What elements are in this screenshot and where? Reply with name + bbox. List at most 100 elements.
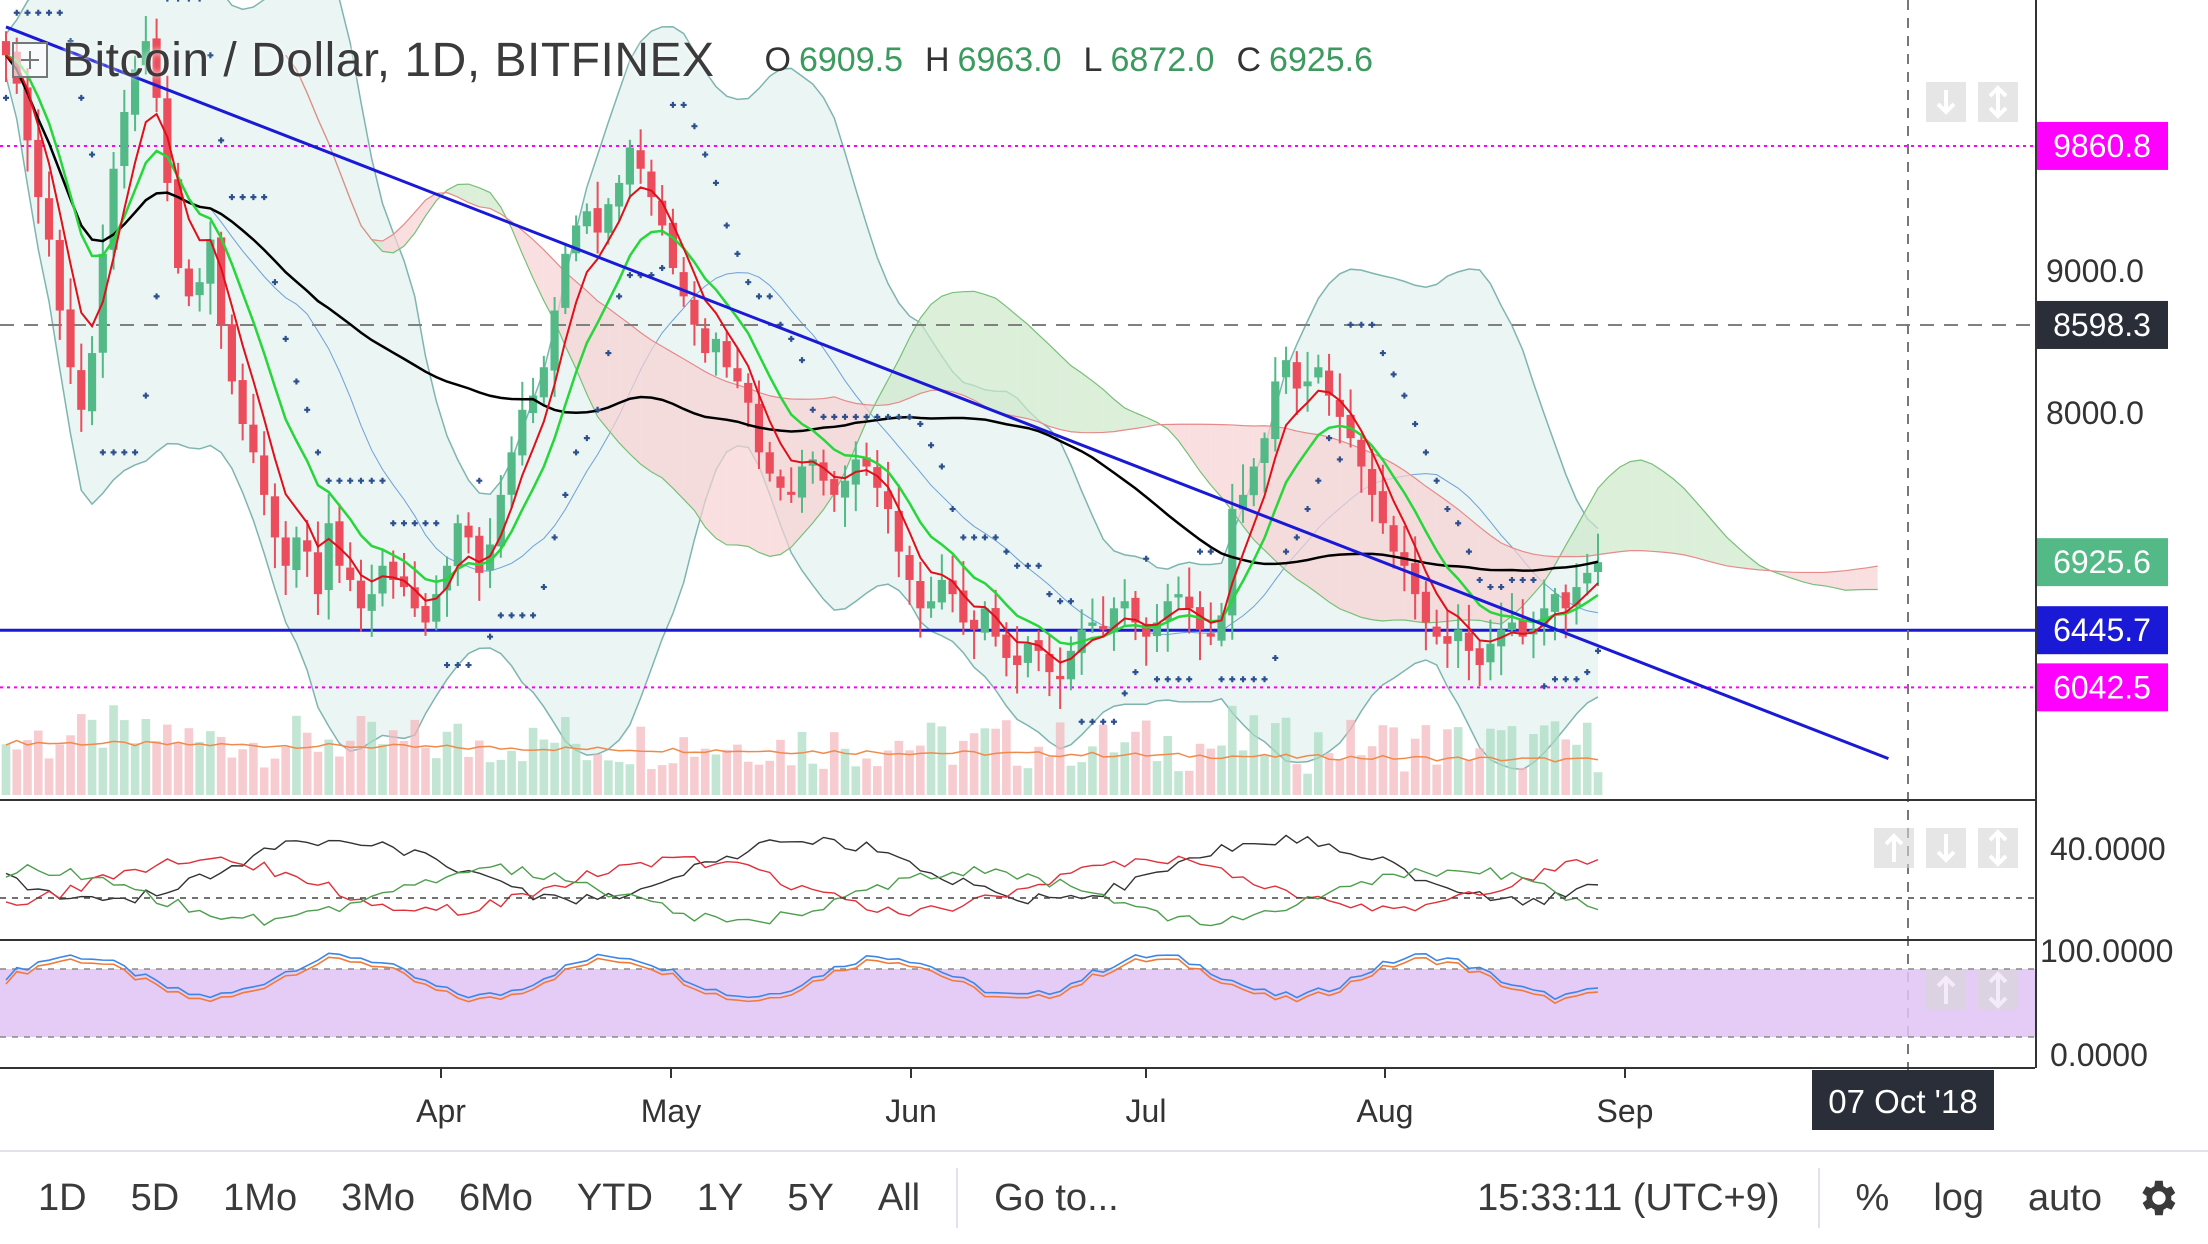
cloud-segment [640, 332, 652, 472]
sar-dot [1304, 506, 1311, 513]
volume-bar [937, 726, 947, 795]
volume-bar [1572, 744, 1581, 795]
x-tick-label: Jul [1126, 1093, 1167, 1129]
range-6mo-button[interactable]: 6Mo [459, 1176, 533, 1219]
volume-bar [23, 740, 32, 795]
sar-dot [981, 534, 988, 541]
volume-bar [1120, 742, 1130, 795]
sar-dot [551, 534, 558, 541]
sar-dot [487, 633, 494, 640]
sar-dot [166, 0, 169, 2]
cloud-segment [1834, 570, 1846, 591]
volume-bar [743, 761, 753, 795]
cloud-segment [1393, 463, 1405, 621]
cloud-segment [737, 384, 749, 547]
panel3-tick-100: 100.0000 [2040, 933, 2173, 969]
cloud-segment [1716, 525, 1728, 566]
sar-dot [1197, 548, 1203, 555]
candle [303, 519, 312, 577]
candle [1593, 533, 1603, 587]
open-label: O [764, 40, 791, 79]
range-all-button[interactable]: All [877, 1176, 921, 1219]
svg-text:8598.3: 8598.3 [2053, 307, 2151, 343]
scale-fit-button[interactable] [1978, 82, 2018, 122]
cloud-segment [1070, 365, 1082, 433]
candle [1109, 597, 1119, 651]
sar-dot [1229, 676, 1236, 683]
candle [1411, 536, 1420, 620]
volume-bar [1, 744, 11, 795]
stoch-k [5, 952, 1599, 1001]
candle [66, 278, 75, 385]
candle [1464, 604, 1474, 681]
sar-dot [820, 413, 827, 420]
range-5d-button[interactable]: 5D [130, 1176, 180, 1219]
cloud-segment [1705, 512, 1717, 564]
sar-dot [293, 378, 300, 385]
panel3-tick-0: 0.0000 [2050, 1037, 2148, 1073]
volume-bar [1593, 772, 1603, 795]
range-ytd-button[interactable]: YTD [576, 1176, 653, 1219]
price-label: 6445.7 [2037, 606, 2168, 655]
volume-bar [926, 722, 936, 795]
cloud-segment [952, 291, 964, 396]
x-tick-label: Aug [1357, 1093, 1414, 1129]
candle [625, 139, 634, 199]
range-1mo-button[interactable]: 1Mo [223, 1176, 298, 1219]
log-scale-toggle[interactable]: log [1933, 1176, 1985, 1219]
range-1y-button[interactable]: 1Y [696, 1176, 744, 1219]
x-tick-label: Apr [416, 1093, 466, 1129]
cloud-segment [1522, 551, 1534, 606]
candle [1421, 581, 1430, 651]
volume-bar [367, 721, 377, 795]
sar-dot [3, 94, 9, 101]
range-1d-button[interactable]: 1D [38, 1176, 87, 1219]
volume-bar [184, 728, 194, 795]
volume-bar [614, 761, 624, 795]
volume-bar [249, 742, 258, 795]
volume-bar [1066, 765, 1076, 795]
cloud-segment [920, 304, 932, 394]
sar-dot [1562, 676, 1569, 683]
close-value: 6925.6 [1269, 40, 1374, 79]
volume-bar [141, 719, 151, 795]
volume-bar [238, 749, 247, 795]
candle [109, 151, 118, 270]
sar-dot [745, 279, 752, 286]
volume-bar [561, 716, 570, 795]
candle [120, 89, 129, 189]
sar-dot [1218, 676, 1225, 683]
scale-down-button[interactable] [1926, 82, 1966, 122]
sar-dot [379, 477, 386, 484]
chart-canvas[interactable]: 40.0000 100.0000 0.0000 9000.0 8000.0 98… [0, 0, 2208, 1150]
sar-dot [401, 520, 407, 527]
range-5y-button[interactable]: 5Y [787, 1176, 834, 1219]
high-value: 6963.0 [957, 40, 1062, 79]
clock-timezone[interactable]: 15:33:11 (UTC+9) [1477, 1176, 1780, 1219]
cloud-segment [1027, 324, 1039, 422]
volume-bar [582, 760, 592, 795]
dmi-scale-buttons[interactable] [1874, 828, 2018, 868]
descending-trendline[interactable] [5, 25, 1889, 761]
volume-bar [1012, 765, 1022, 795]
candle [238, 363, 247, 441]
gear-icon[interactable] [2134, 1175, 2180, 1221]
sar-dot [228, 194, 235, 201]
volume-bar [668, 763, 678, 795]
auto-scale-toggle[interactable]: auto [2028, 1176, 2102, 1219]
sar-dot [207, 52, 214, 59]
volume-bar [1045, 756, 1054, 795]
goto-date-button[interactable]: Go to... [994, 1176, 1119, 1219]
volume-bar [1055, 722, 1065, 795]
add-symbol-icon[interactable] [12, 42, 48, 78]
candle [141, 16, 150, 75]
svg-text:6042.5: 6042.5 [2053, 669, 2151, 705]
percent-scale-toggle[interactable]: % [1855, 1176, 1890, 1219]
cloud-segment [1006, 306, 1018, 417]
range-3mo-button[interactable]: 3Mo [341, 1176, 415, 1219]
stoch-scale-buttons[interactable] [1926, 970, 2018, 1010]
symbol-title[interactable]: Bitcoin / Dollar, 1D, BITFINEX [62, 33, 715, 87]
sar-dot [1153, 676, 1160, 683]
price-label: 6042.5 [2037, 663, 2168, 712]
candle [787, 467, 796, 503]
